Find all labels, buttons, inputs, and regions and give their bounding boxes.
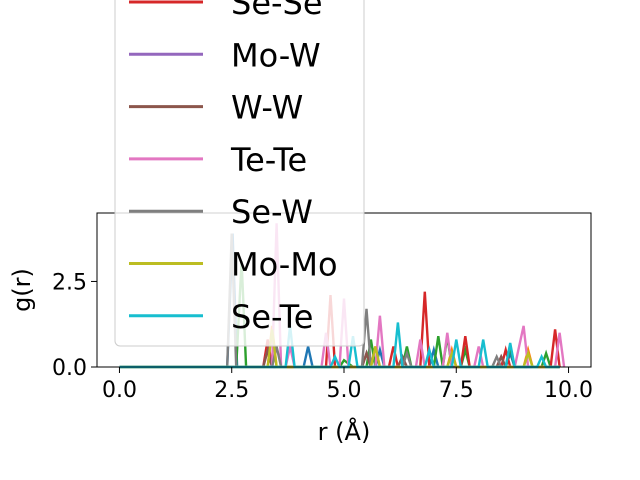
x-axis-label: r (Å) xyxy=(318,417,371,446)
y-axis: 0.0 2.5 xyxy=(52,270,97,381)
x-axis: 0.0 2.5 5.0 7.5 10.0 xyxy=(102,367,593,403)
legend-label-se-te: Se-Te xyxy=(231,298,313,336)
y-tick-label: 2.5 xyxy=(52,270,87,295)
y-tick-label: 0.0 xyxy=(52,356,87,381)
legend-label-se-w: Se-W xyxy=(231,193,313,231)
x-tick-label: 0.0 xyxy=(102,378,137,403)
legend-label-mo-w: Mo-W xyxy=(231,36,321,74)
series-line-se-te xyxy=(119,322,560,369)
x-tick-label: 2.5 xyxy=(214,378,249,403)
x-tick-label: 7.5 xyxy=(439,378,474,403)
legend-box xyxy=(114,0,365,347)
legend-label-mo-mo: Mo-Mo xyxy=(231,246,338,284)
legend: Se-Se Mo-W W-W Te-Te Se-W Mo-Mo Se-Te xyxy=(114,0,365,347)
legend-label-w-w: W-W xyxy=(231,89,303,127)
x-tick-label: 5.0 xyxy=(327,378,362,403)
legend-label-te-te: Te-Te xyxy=(230,141,307,179)
legend-label-se-se: Se-Se xyxy=(231,0,323,22)
x-tick-label: 10.0 xyxy=(544,378,593,403)
y-axis-label: g(r) xyxy=(8,268,36,312)
